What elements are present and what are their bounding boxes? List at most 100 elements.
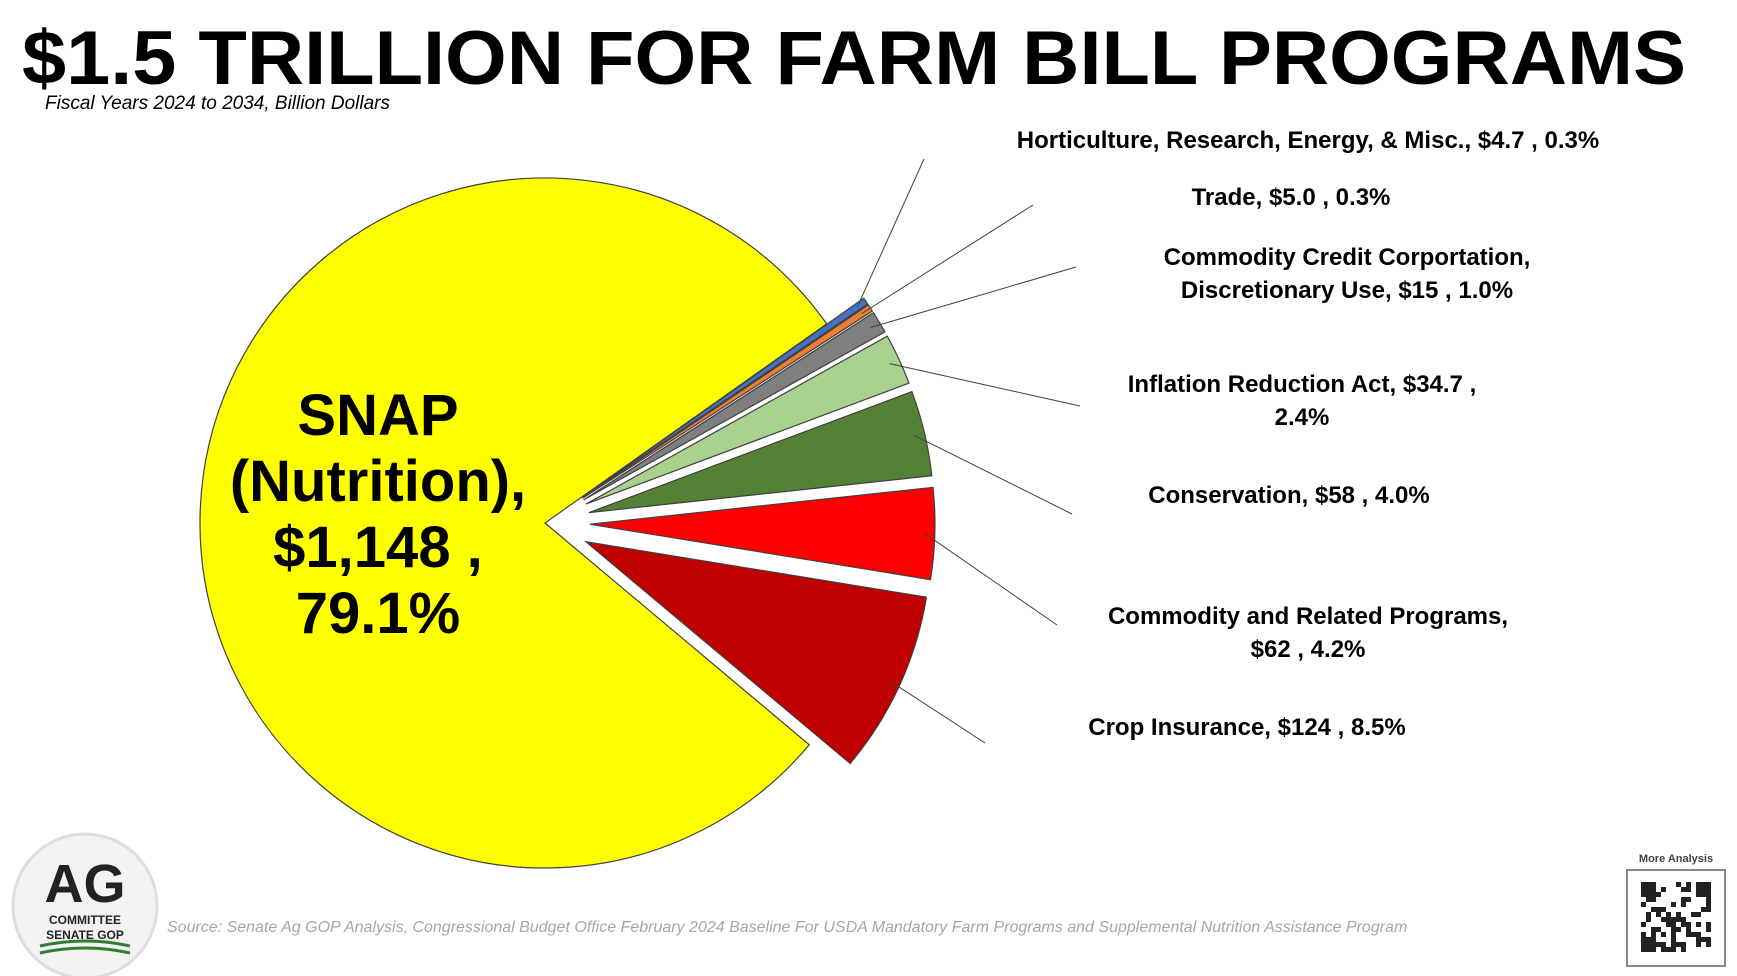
pie-slice <box>588 390 933 514</box>
qr-caption: More Analysis <box>1639 853 1713 865</box>
qr-cell <box>1681 917 1686 922</box>
qr-cell <box>1696 922 1701 927</box>
qr-cell <box>1651 892 1656 897</box>
qr-cell <box>1661 932 1666 937</box>
pie-slice <box>585 335 910 505</box>
logo-waves <box>39 939 131 955</box>
qr-cell <box>1651 927 1656 932</box>
qr-cell <box>1646 947 1651 952</box>
qr-cell <box>1646 897 1651 902</box>
logo-title: AG <box>45 854 126 914</box>
slice-label: Crop Insurance, $124 , 8.5% <box>1088 714 1405 741</box>
slice-label-main: SNAP <box>297 383 458 448</box>
qr-cell <box>1706 927 1711 932</box>
qr-cell <box>1671 947 1676 952</box>
qr-cell <box>1641 942 1646 947</box>
qr-cell <box>1686 927 1691 932</box>
qr-cell <box>1661 947 1666 952</box>
qr-cell <box>1706 902 1711 907</box>
qr-cell <box>1646 887 1651 892</box>
qr-cell <box>1651 932 1656 937</box>
qr-cell <box>1686 897 1691 902</box>
qr-cell <box>1701 882 1706 887</box>
qr-cell <box>1651 882 1656 887</box>
qr-cell <box>1696 932 1701 937</box>
qr-cell <box>1706 897 1711 902</box>
qr-cell <box>1696 892 1701 897</box>
qr-cell <box>1651 937 1656 942</box>
pie-slice <box>583 540 928 765</box>
qr-code <box>1641 882 1711 952</box>
qr-cell <box>1706 892 1711 897</box>
qr-cell <box>1666 947 1671 952</box>
leader-line <box>870 266 1077 329</box>
qr-cell <box>1696 882 1701 887</box>
slice-label: Discretionary Use, $15 , 1.0% <box>1181 277 1513 304</box>
qr-cell <box>1676 917 1681 922</box>
qr-cell <box>1661 887 1666 892</box>
qr-cell <box>1691 932 1696 937</box>
qr-cell <box>1661 942 1666 947</box>
qr-cell <box>1646 937 1651 942</box>
qr-cell <box>1676 927 1681 932</box>
pie <box>199 177 936 869</box>
slice-label: 2.4% <box>1275 404 1330 431</box>
qr-cell <box>1666 922 1671 927</box>
qr-cell <box>1651 942 1656 947</box>
qr-cell <box>1706 907 1711 912</box>
leader-line <box>889 680 986 744</box>
logo-line: COMMITTEE <box>49 913 121 927</box>
leader-line <box>924 532 1058 626</box>
leader-line <box>861 204 1034 315</box>
qr-cell <box>1656 912 1661 917</box>
qr-cell <box>1696 912 1701 917</box>
qr-cell <box>1706 942 1711 947</box>
qr-cell <box>1696 942 1701 947</box>
qr-cell <box>1651 897 1656 902</box>
pie-slice <box>199 177 828 869</box>
qr-cell <box>1666 912 1671 917</box>
leader-line <box>856 158 925 308</box>
qr-cell <box>1686 882 1691 887</box>
slice-label: Inflation Reduction Act, $34.7 , <box>1128 371 1477 398</box>
qr-cell <box>1676 912 1681 917</box>
slice-label: Commodity Credit Corportation, <box>1164 244 1531 271</box>
qr-cell <box>1706 882 1711 887</box>
qr-cell <box>1641 887 1646 892</box>
qr-cell <box>1681 942 1686 947</box>
qr-cell <box>1651 887 1656 892</box>
qr-cell <box>1666 917 1671 922</box>
slice-label-main: (Nutrition), <box>230 449 526 514</box>
labels: SNAP(Nutrition),$1,148 ,79.1% Horticultur… <box>230 127 1599 744</box>
qr-cell <box>1641 937 1646 942</box>
slice-label: Commodity and Related Programs, <box>1108 603 1508 630</box>
qr-cell <box>1671 942 1676 947</box>
qr-cell <box>1681 922 1686 927</box>
pie-slice <box>589 486 936 581</box>
pie-slice <box>581 297 869 498</box>
logo: AG COMMITTEE SENATE GOP <box>11 832 159 976</box>
qr-cell <box>1696 937 1701 942</box>
qr-cell <box>1671 922 1676 927</box>
slice-label: Trade, $5.0 , 0.3% <box>1192 184 1391 211</box>
leader-line <box>889 363 1081 407</box>
qr-cell <box>1646 917 1651 922</box>
qr-cell <box>1651 947 1656 952</box>
chart-subtitle: Fiscal Years 2024 to 2034, Billion Dolla… <box>45 93 391 114</box>
qr-cell <box>1681 887 1686 892</box>
qr-cell <box>1646 892 1651 897</box>
slice-label: $62 , 4.2% <box>1251 636 1366 663</box>
qr-cell <box>1656 927 1661 932</box>
qr-cell <box>1646 882 1651 887</box>
qr-cell <box>1671 937 1676 942</box>
qr-cell <box>1641 902 1646 907</box>
qr-cell <box>1696 887 1701 892</box>
qr-cell <box>1691 912 1696 917</box>
qr-cell <box>1686 887 1691 892</box>
qr-cell <box>1686 922 1691 927</box>
qr-cell <box>1686 932 1691 937</box>
leader-line <box>914 435 1073 515</box>
qr-cell <box>1646 942 1651 947</box>
qr-cell <box>1651 907 1656 912</box>
